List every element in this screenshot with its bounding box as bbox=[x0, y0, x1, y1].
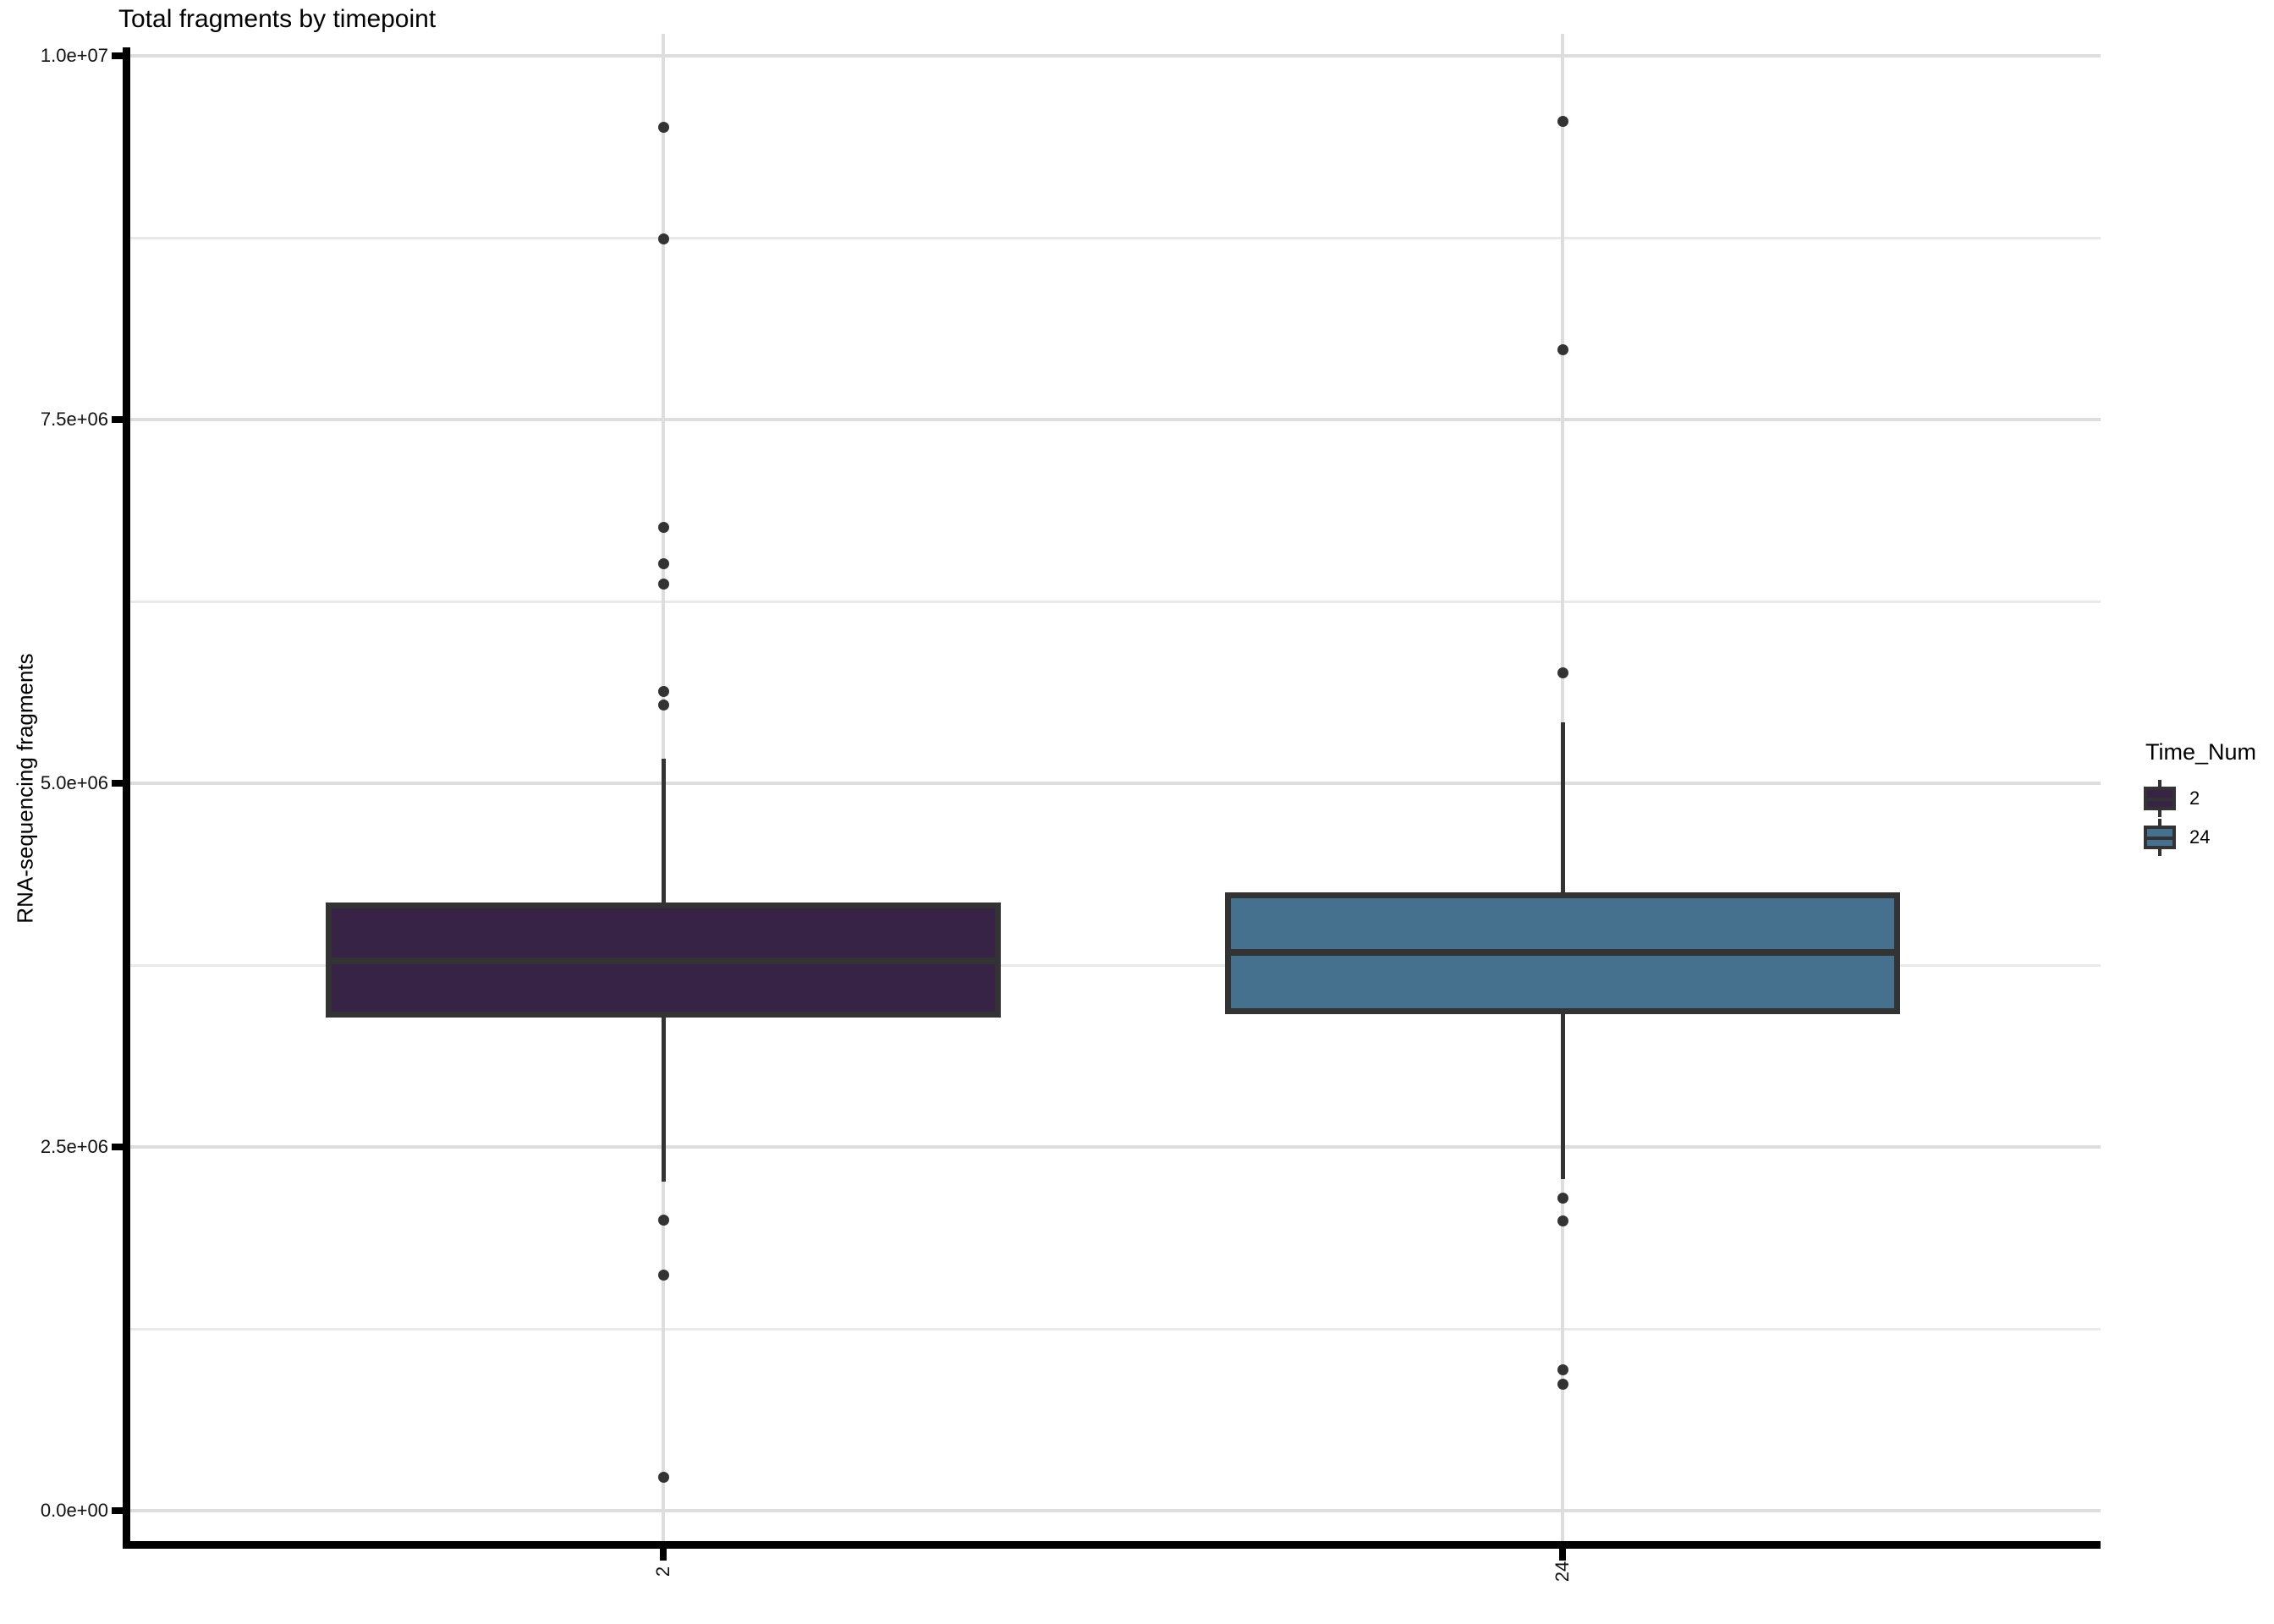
minor-gridline bbox=[123, 964, 2101, 967]
minor-gridline bbox=[123, 1328, 2101, 1330]
major-gridline bbox=[123, 782, 2101, 785]
box-2 bbox=[326, 903, 1001, 1018]
outlier-point bbox=[657, 1471, 669, 1483]
x-tick-label: 24 bbox=[1552, 1561, 1573, 1583]
legend-title: Time_Num bbox=[2145, 739, 2257, 765]
outlier-point bbox=[1557, 1192, 1568, 1204]
legend-key-median bbox=[2147, 837, 2172, 840]
x-tick-mark bbox=[660, 1549, 667, 1561]
outlier-point bbox=[657, 686, 669, 698]
whisker-lower bbox=[662, 1017, 666, 1182]
y-tick-mark bbox=[112, 1144, 123, 1150]
box-24 bbox=[1225, 892, 1900, 1015]
outlier-point bbox=[1557, 667, 1568, 678]
legend-entry: 2 bbox=[2144, 779, 2256, 818]
legend-key-median bbox=[2147, 798, 2172, 801]
major-gridline bbox=[123, 418, 2101, 421]
y-tick-mark bbox=[112, 1507, 123, 1514]
y-tick-label: 2.5e+06 bbox=[40, 1136, 108, 1157]
legend-entry-label: 24 bbox=[2189, 826, 2211, 848]
chart-title: Total fragments by timepoint bbox=[118, 5, 437, 33]
y-tick-label: 1.0e+07 bbox=[40, 45, 108, 66]
x-tick-label: 2 bbox=[652, 1566, 673, 1577]
legend-key-box bbox=[2144, 826, 2176, 849]
legend-entries: 2 24 bbox=[2144, 779, 2256, 857]
major-gridline bbox=[123, 54, 2101, 58]
outlier-point bbox=[1557, 1378, 1568, 1390]
y-tick-label: 5.0e+06 bbox=[40, 772, 108, 793]
x-tick-mark bbox=[1559, 1549, 1566, 1561]
y-axis-line bbox=[123, 47, 130, 1549]
legend-key-box bbox=[2144, 787, 2176, 810]
major-gridline bbox=[123, 1509, 2101, 1512]
median-line bbox=[332, 957, 995, 964]
outlier-point bbox=[657, 557, 669, 569]
x-axis-line bbox=[123, 1541, 2101, 1549]
y-tick-mark bbox=[112, 780, 123, 787]
y-tick-mark bbox=[112, 52, 123, 59]
minor-gridline bbox=[123, 601, 2101, 603]
outlier-point bbox=[657, 1269, 669, 1281]
median-line bbox=[1231, 948, 1894, 956]
outlier-point bbox=[1557, 1215, 1568, 1227]
outlier-point bbox=[657, 521, 669, 533]
y-tick-label: 0.0e+00 bbox=[40, 1500, 108, 1521]
y-tick-label: 7.5e+06 bbox=[40, 409, 108, 430]
outlier-point bbox=[657, 121, 669, 133]
outlier-point bbox=[657, 233, 669, 245]
outlier-point bbox=[1557, 115, 1568, 127]
major-gridline bbox=[123, 1145, 2101, 1149]
legend-entry: 24 bbox=[2144, 818, 2256, 857]
whisker-upper bbox=[1561, 721, 1565, 892]
minor-gridline bbox=[123, 237, 2101, 239]
outlier-point bbox=[1557, 1363, 1568, 1375]
outlier-point bbox=[657, 1214, 669, 1226]
y-tick-mark bbox=[112, 416, 123, 423]
legend-entry-label: 2 bbox=[2189, 787, 2200, 809]
whisker-upper bbox=[662, 758, 666, 903]
whisker-lower bbox=[1561, 1014, 1565, 1179]
legend-key-boxplot-icon bbox=[2144, 819, 2176, 856]
legend: Time_Num 2 24 bbox=[2144, 739, 2256, 857]
outlier-point bbox=[1557, 343, 1568, 355]
outlier-point bbox=[657, 578, 669, 590]
legend-key-boxplot-icon bbox=[2144, 780, 2176, 817]
outlier-point bbox=[657, 699, 669, 710]
